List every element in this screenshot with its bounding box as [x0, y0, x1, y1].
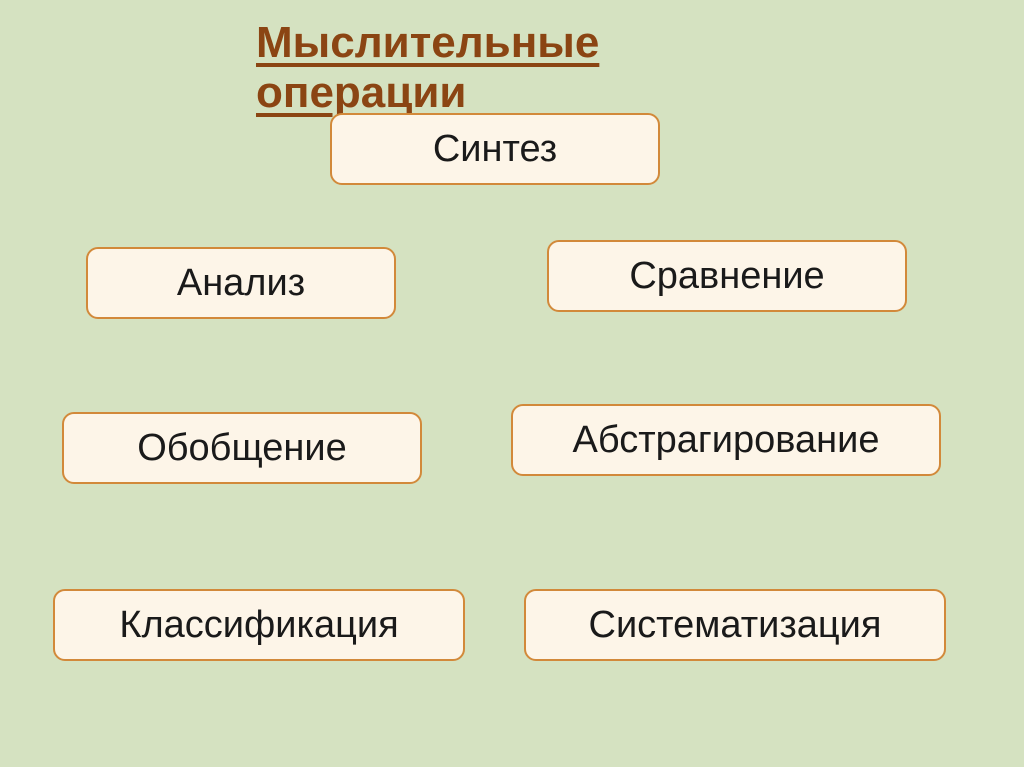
box-abstr-label: Абстрагирование — [573, 419, 880, 462]
box-sistem: Систематизация — [524, 589, 946, 661]
box-sravnenie-label: Сравнение — [629, 255, 824, 298]
box-sintez: Синтез — [330, 113, 660, 185]
slide-title: Мыслительные операции — [256, 18, 768, 118]
box-sintez-label: Синтез — [433, 128, 557, 171]
box-klass: Классификация — [53, 589, 465, 661]
box-sistem-label: Систематизация — [589, 604, 882, 647]
box-analiz: Анализ — [86, 247, 396, 319]
box-klass-label: Классификация — [119, 604, 398, 647]
box-obob: Обобщение — [62, 412, 422, 484]
box-sravnenie: Сравнение — [547, 240, 907, 312]
box-abstr: Абстрагирование — [511, 404, 941, 476]
box-analiz-label: Анализ — [177, 262, 305, 305]
box-obob-label: Обобщение — [137, 427, 347, 470]
